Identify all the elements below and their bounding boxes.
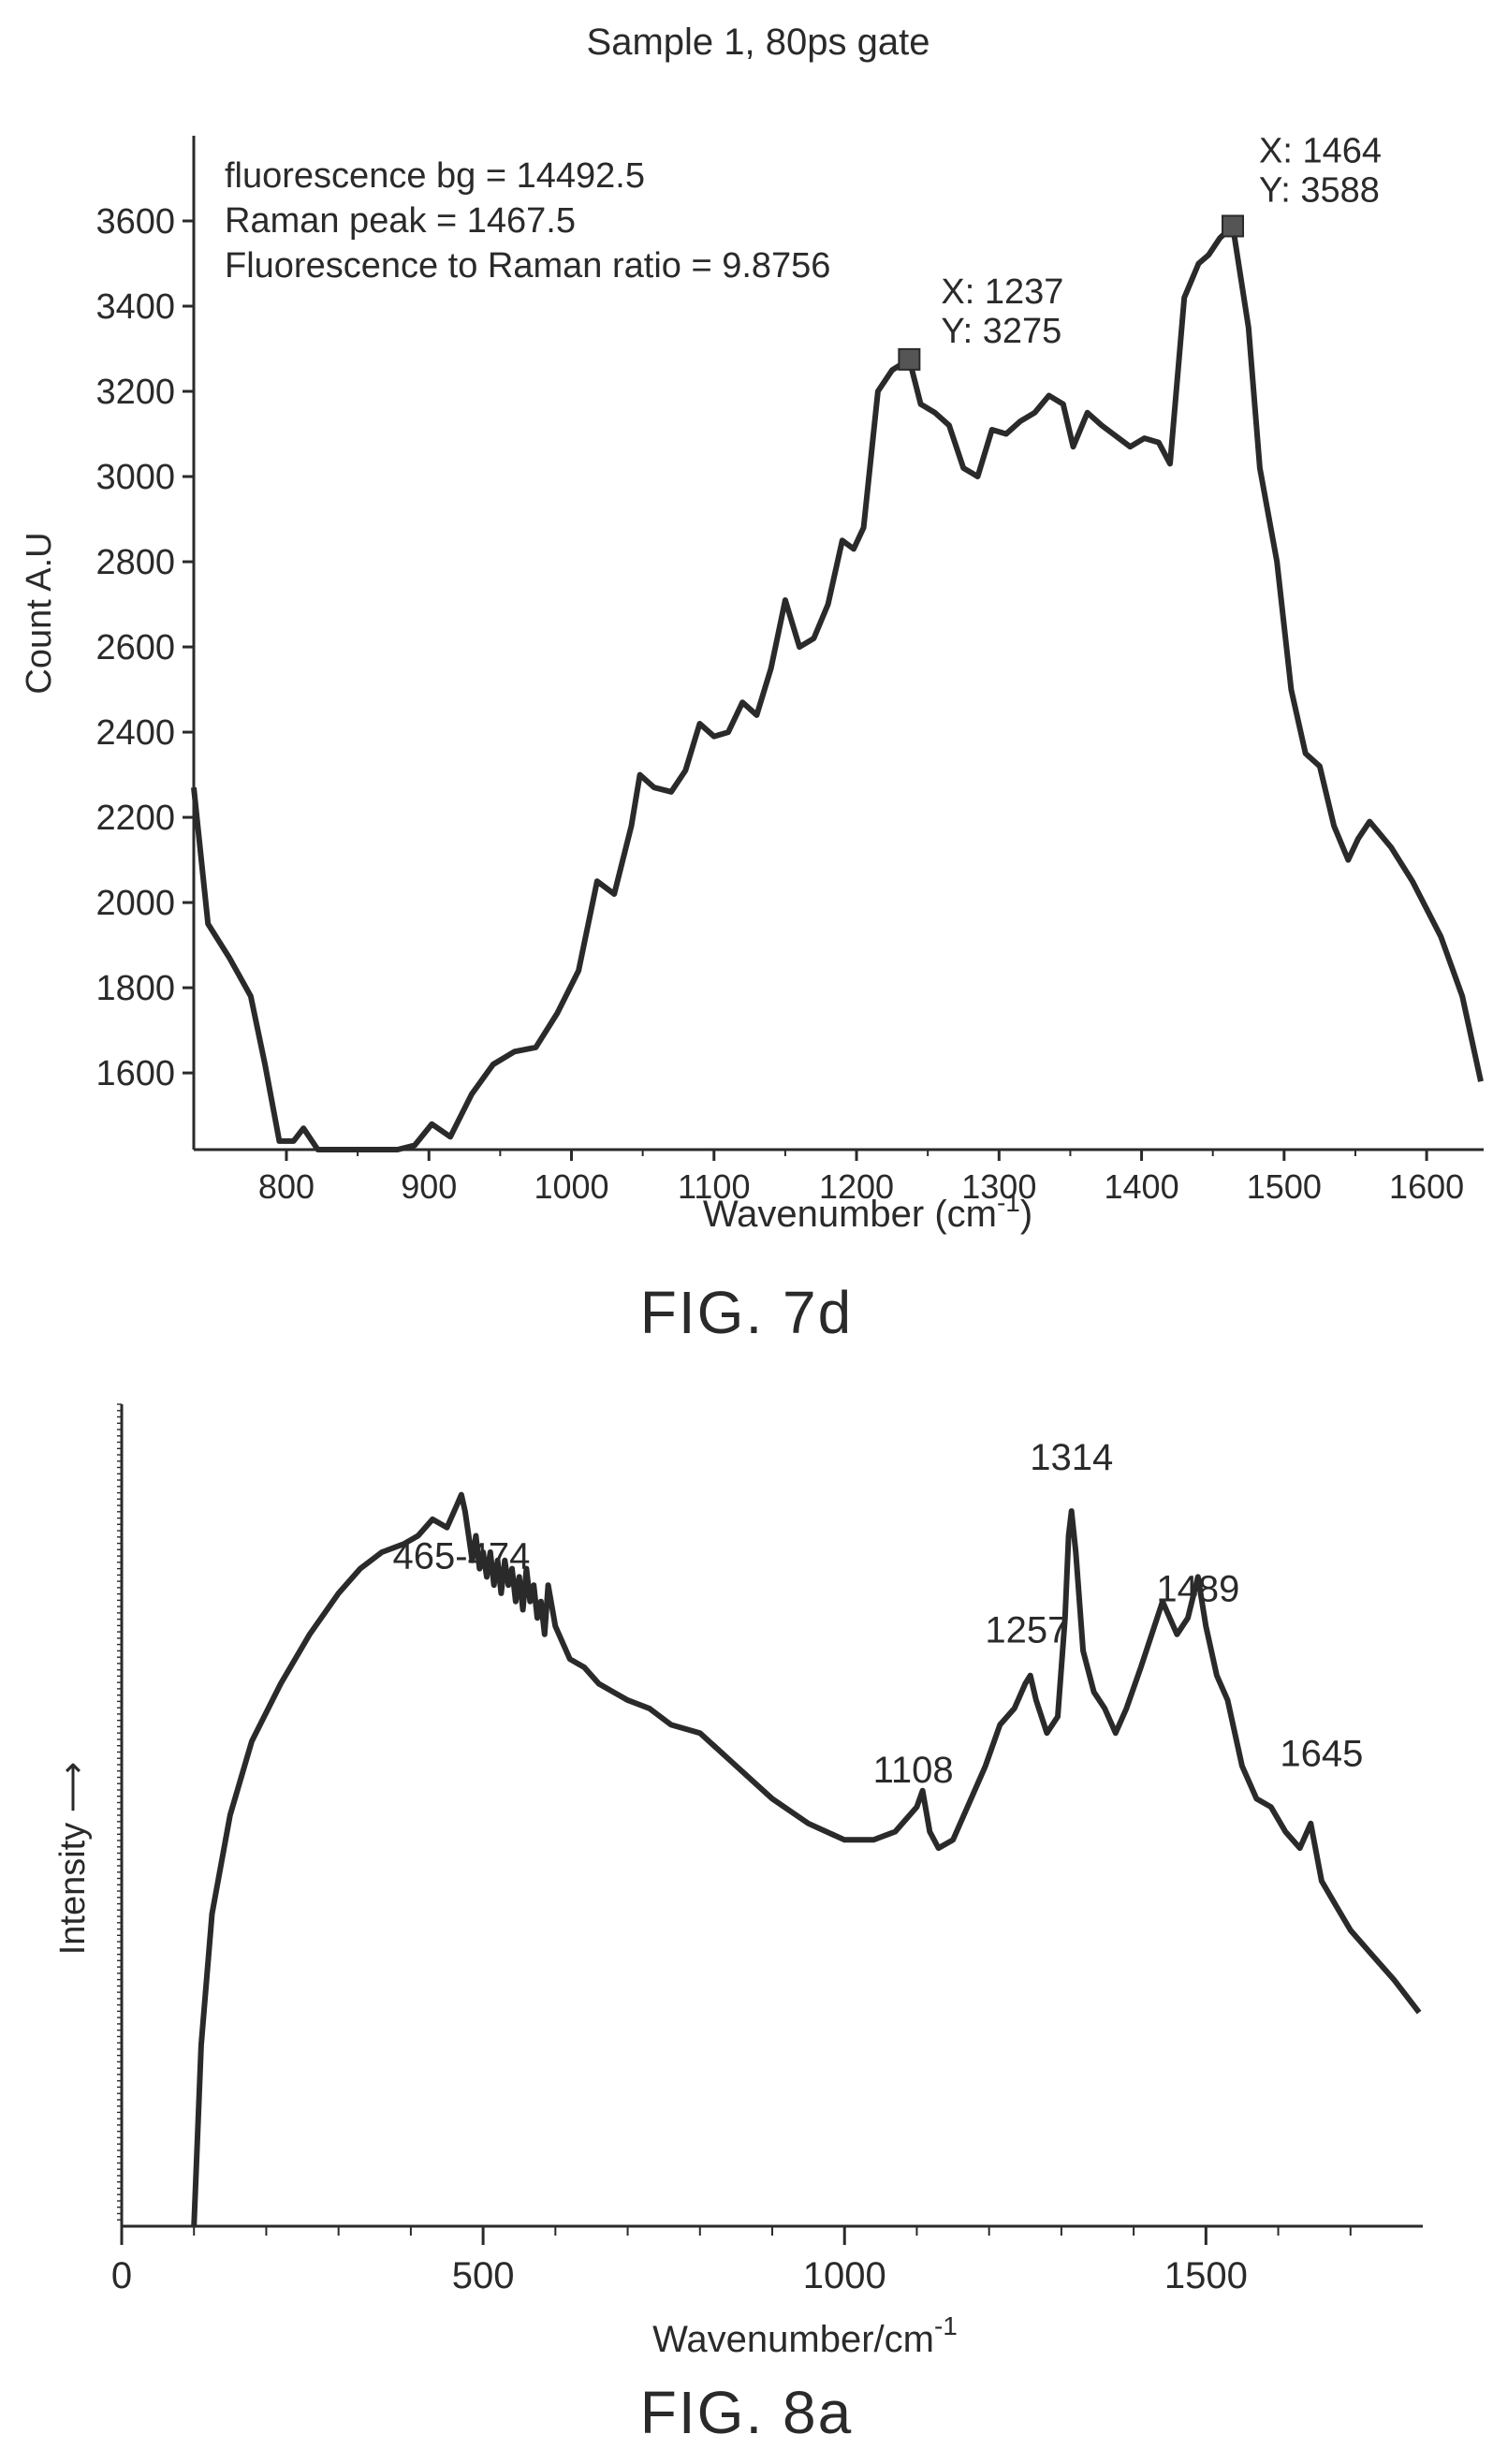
y-tick-label: 3200 — [95, 373, 175, 412]
marker-label-x: X: 1464 — [1259, 131, 1382, 170]
peak-annotation: 1108 — [873, 1750, 954, 1791]
fig7d-ticks: 800 900 1000 1100 1200 1300 1400 1500 1600 1600 18… — [95, 202, 1464, 1206]
x-tick-label: 1500 — [1164, 2255, 1248, 2296]
y-tick-label: 1600 — [95, 1054, 175, 1093]
y-tick-label: 2600 — [95, 628, 175, 667]
fig8a-axes — [120, 1404, 1423, 2228]
data-cursor-marker — [898, 347, 921, 371]
x-tick-label: 900 — [401, 1167, 457, 1206]
y-tick-label: 2200 — [95, 799, 175, 838]
x-tick-label: 1300 — [961, 1167, 1036, 1206]
chart-title: Sample 1, 80ps gate — [587, 22, 930, 63]
fig7d-axes — [192, 136, 1484, 1151]
peak-annotation: 1314 — [1030, 1437, 1113, 1478]
peak-annotation: 1489 — [1156, 1569, 1239, 1610]
fig7d-info-box: fluorescence bg = 14492.5 Raman peak = 14… — [225, 156, 830, 286]
peak-annotation: 1645 — [1280, 1733, 1363, 1774]
y-tick-label: 2800 — [95, 543, 175, 582]
x-axis-label-tail: ) — [1020, 1194, 1032, 1235]
y-tick-label: 2000 — [95, 884, 175, 923]
y-axis-label: Count A.U — [20, 532, 59, 694]
x-tick-label: 800 — [258, 1167, 315, 1206]
fig7d-chart: Sample 1, 80ps gate 800 900 1000 1100 1200 13… — [20, 22, 1484, 1235]
info-box-line: Fluorescence to Raman ratio = 9.8756 — [225, 246, 830, 286]
y-tick-label: 2400 — [95, 713, 175, 753]
figure-caption-7d: FIG. 7d — [639, 1279, 854, 1346]
info-box-line: fluorescence bg = 14492.5 — [225, 156, 645, 196]
marker-label-x: X: 1237 — [941, 272, 1063, 312]
x-axis-label-sup: -1 — [997, 1188, 1020, 1217]
x-axis-label-text: Wavenumber/cm — [652, 2319, 934, 2360]
x-tick-label: 1600 — [1389, 1167, 1464, 1206]
x-axis-label-text: Wavenumber (cm — [703, 1194, 997, 1235]
y-axis-label: Intensity ⟶ — [53, 1762, 93, 1956]
spectrum-line — [191, 1491, 1422, 2227]
x-axis-label: Wavenumber (cm-1) — [703, 1188, 1032, 1235]
fig8a-series — [191, 1491, 1422, 2227]
figure-caption-8a: FIG. 8a — [639, 2379, 854, 2446]
y-tick-label: 3600 — [95, 202, 175, 242]
y-tick-label: 1800 — [95, 969, 175, 1008]
y-tick-label: 3000 — [95, 458, 175, 497]
fig8a-chart: 0 500 1000 1500 465-474 1314 1257 1108 1489 1645… — [53, 1403, 1423, 2360]
x-tick-label: 1000 — [803, 2255, 886, 2296]
peak-annotation: 1257 — [985, 1610, 1068, 1651]
x-tick-label: 500 — [452, 2255, 515, 2296]
x-axis-label: Wavenumber/cm-1 — [652, 2311, 958, 2360]
x-axis-label-sup: -1 — [934, 2311, 958, 2340]
x-tick-label: 0 — [111, 2255, 132, 2296]
y-tick-label: 3400 — [95, 287, 175, 327]
marker-label-y: Y: 3588 — [1259, 170, 1380, 210]
spectrum-line — [191, 223, 1484, 1152]
x-tick-label: 1500 — [1247, 1167, 1322, 1206]
x-tick-label: 1100 — [678, 1167, 750, 1206]
info-box-line: Raman peak = 1467.5 — [225, 201, 576, 241]
fig7d-series — [191, 223, 1484, 1152]
x-tick-label: 1200 — [819, 1167, 894, 1206]
x-tick-label: 1000 — [534, 1167, 608, 1206]
fig8a-ticks: 0 500 1000 1500 — [111, 1403, 1352, 2296]
data-cursor-marker — [1222, 214, 1245, 238]
peak-annotation: 465-474 — [393, 1536, 531, 1577]
x-tick-label: 1400 — [1105, 1167, 1179, 1206]
marker-label-y: Y: 3275 — [941, 312, 1061, 351]
fig8a-annotations: 465-474 1314 1257 1108 1489 1645 — [393, 1437, 1364, 1791]
